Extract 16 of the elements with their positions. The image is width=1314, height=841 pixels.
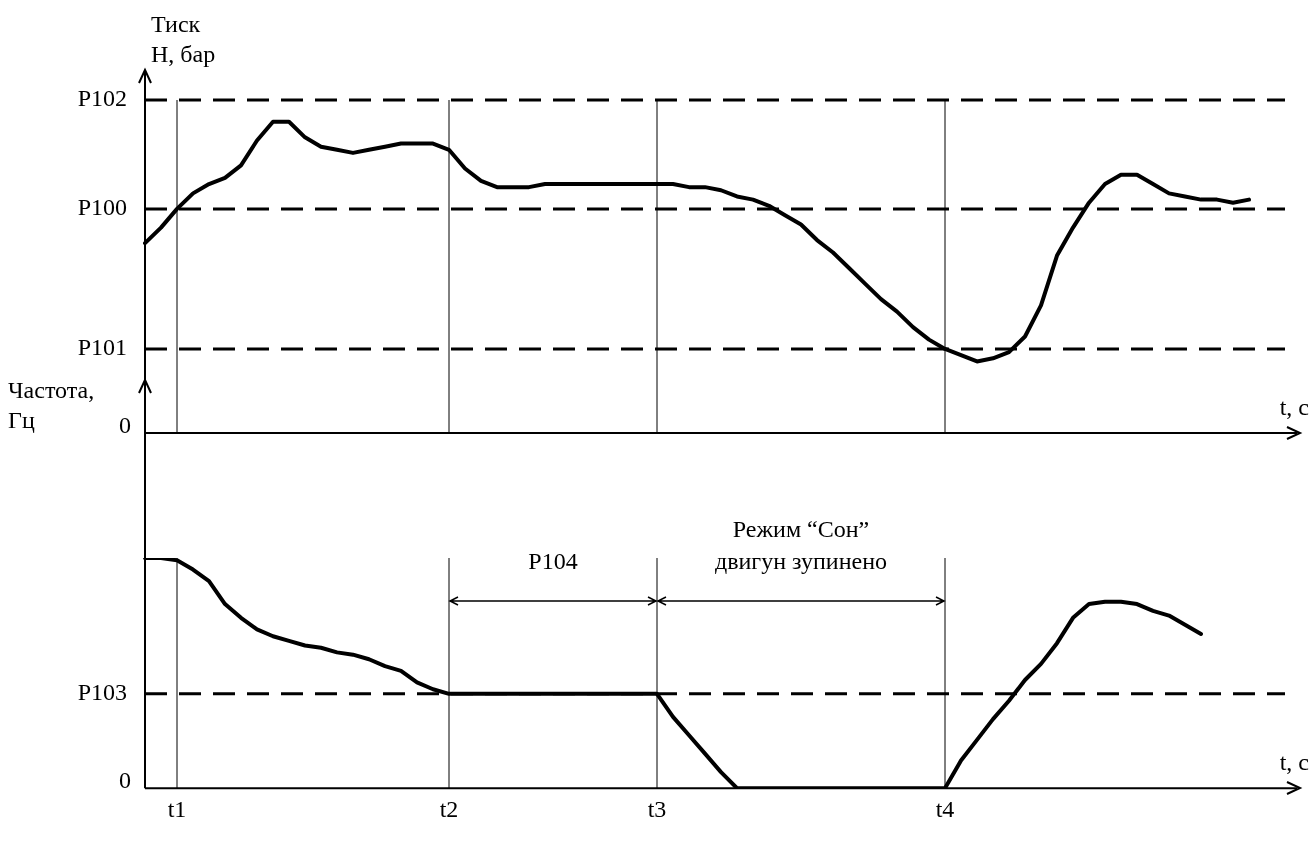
annotation: P104 bbox=[528, 548, 578, 575]
x-axis-title: t, c bbox=[1279, 749, 1309, 776]
x-tick-label: t3 bbox=[647, 795, 667, 822]
ref-line-label: P100 bbox=[77, 194, 127, 221]
text: 0 bbox=[119, 412, 131, 439]
annotation: Режим “Сон” двигун зупинено bbox=[714, 516, 888, 575]
ref-line-label: P103 bbox=[77, 679, 127, 706]
ref-line-label: P102 bbox=[77, 85, 127, 112]
y-axis-title: Тиск Н, бар bbox=[151, 11, 216, 68]
text: 0 bbox=[119, 767, 131, 794]
x-tick-label: t2 bbox=[439, 795, 459, 822]
x-tick-label: t4 bbox=[935, 795, 955, 822]
x-tick-label: t1 bbox=[167, 795, 187, 822]
y-axis-title: Частота, Гц bbox=[8, 377, 95, 434]
x-axis-title: t, c bbox=[1279, 394, 1309, 421]
ref-line-label: P101 bbox=[77, 334, 127, 361]
